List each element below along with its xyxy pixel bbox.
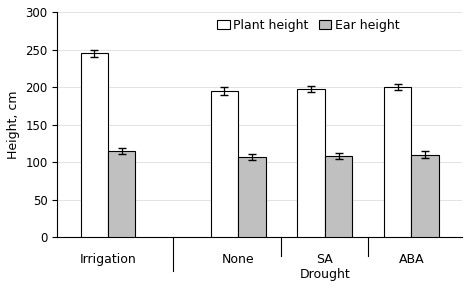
Bar [411, 155, 439, 237]
Bar [211, 91, 238, 237]
Text: None: None [222, 253, 254, 266]
Text: Irrigation: Irrigation [80, 253, 136, 266]
Bar [108, 151, 136, 237]
Text: ABA: ABA [399, 253, 424, 266]
Bar [384, 87, 411, 237]
Bar [297, 88, 325, 237]
Legend: Plant height, Ear height: Plant height, Ear height [212, 14, 405, 37]
Y-axis label: Height, cm: Height, cm [7, 90, 20, 159]
Bar [325, 156, 352, 237]
Text: Drought: Drought [299, 268, 350, 281]
Text: SA: SA [317, 253, 333, 266]
Bar [238, 157, 265, 237]
Bar [81, 53, 108, 237]
